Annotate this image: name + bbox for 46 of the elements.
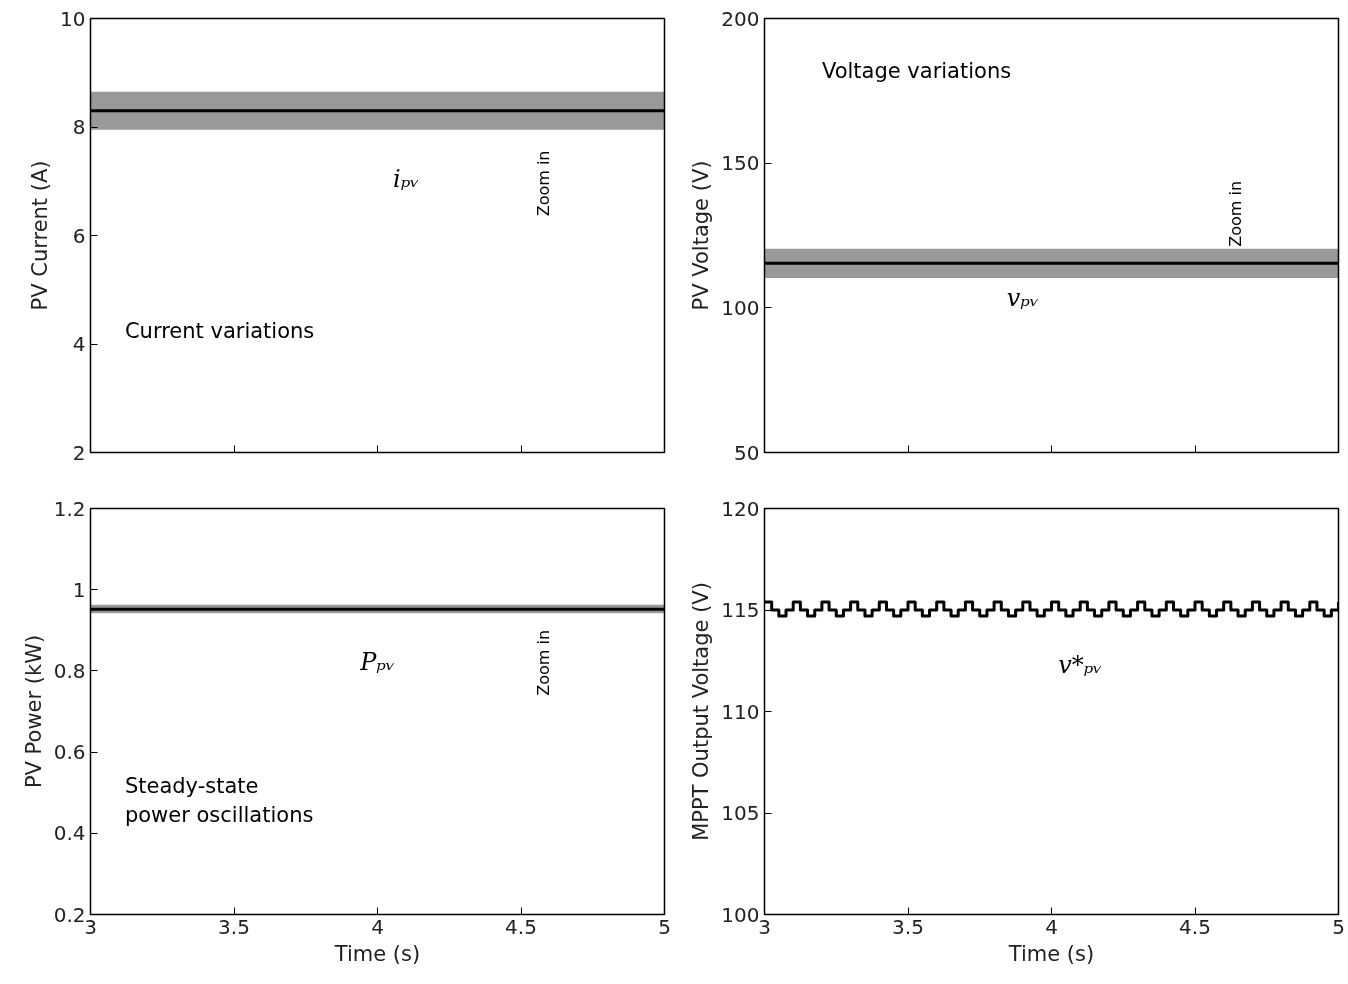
y-tick-label: 120 [721, 496, 760, 521]
y-axis-title: PV Voltage (V) [689, 160, 714, 311]
y-tick-label: 115 [721, 598, 760, 622]
y-tick-label: 0.4 [53, 821, 86, 846]
y-tick-label: 4 [72, 332, 86, 356]
x-tick-label: 4.5 [505, 914, 537, 939]
y-tick-label: 6 [72, 223, 86, 248]
x-tick-label: 5 [1332, 914, 1345, 939]
y-tick-label: 150 [721, 151, 760, 176]
x-tick-label: 4 [1045, 914, 1058, 939]
y-axis-title: PV Current (A) [28, 160, 53, 311]
y-axis-title: MPPT Output Voltage (V) [689, 582, 714, 841]
y-tick-label: 8 [72, 115, 86, 139]
x-tick-label: 3.5 [892, 914, 924, 939]
x-tick-label: 3 [758, 914, 771, 939]
y-tick-label: 110 [721, 699, 760, 724]
x-tick-label: 4 [371, 914, 384, 939]
annotation: vₚᵥ [1006, 283, 1039, 312]
y-tick-label: 1 [72, 577, 86, 602]
annotation: Zoom in [1225, 180, 1245, 247]
y-tick-label: 100 [721, 295, 760, 320]
x-axis-title: Time (s) [1007, 941, 1095, 966]
x-axis-title: Time (s) [333, 941, 421, 966]
x-tick-label: 3 [84, 914, 97, 939]
x-tick-label: 5 [658, 914, 671, 939]
annotation: Steady-state power oscillations [124, 774, 314, 828]
y-tick-label: 200 [721, 6, 760, 31]
y-axis-title: PV Power (kW) [21, 634, 46, 789]
annotation: Voltage variations [821, 58, 1012, 83]
annotation: Zoom in [534, 150, 554, 217]
annotation: v*ₚᵥ [1058, 651, 1103, 680]
annotation: Current variations [124, 318, 315, 343]
annotation: Pₚᵥ [359, 648, 395, 677]
y-tick-label: 1.2 [53, 496, 86, 521]
y-tick-label: 50 [734, 440, 760, 465]
y-tick-label: 100 [721, 902, 760, 927]
x-tick-label: 4.5 [1179, 914, 1211, 939]
y-tick-label: 0.6 [53, 740, 86, 765]
y-tick-label: 0.8 [53, 658, 86, 683]
x-tick-label: 3.5 [218, 914, 250, 939]
annotation: Zoom in [534, 629, 554, 696]
y-tick-label: 2 [72, 440, 86, 465]
y-tick-label: 105 [721, 801, 760, 825]
annotation: iₚᵥ [393, 164, 420, 193]
y-tick-label: 0.2 [53, 902, 86, 927]
y-tick-label: 10 [60, 6, 86, 31]
